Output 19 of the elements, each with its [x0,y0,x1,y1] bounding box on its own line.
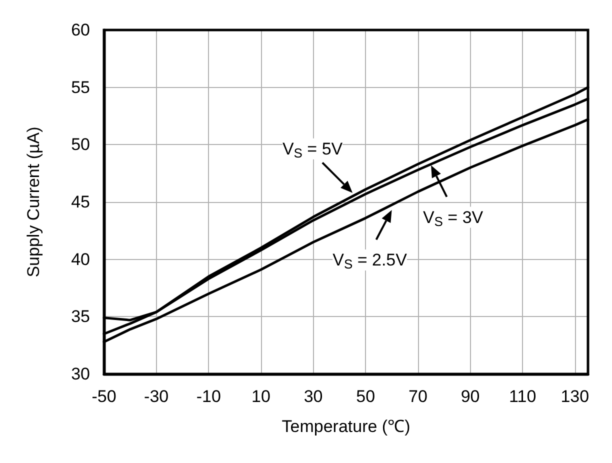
y-tick-label: 50 [71,135,90,154]
x-axis-title: Temperature (℃) [282,417,410,436]
y-tick-label: 30 [71,364,90,384]
x-tick-label: 70 [408,387,428,406]
x-tick-label: 90 [460,387,480,406]
x-tick-label: -50 [92,387,116,406]
x-tick-label: 30 [304,387,323,406]
y-tick-label: 35 [71,307,90,326]
y-tick-label: 45 [71,192,90,212]
y-tick-label: 40 [71,250,90,269]
x-tick-label: 50 [356,387,376,406]
x-tick-label: -30 [144,387,169,406]
x-tick-label: 130 [560,387,590,406]
y-axis-title: Supply Current (µA) [24,126,43,278]
y-tick-label: 55 [71,78,90,97]
x-tick-label: 110 [509,387,536,406]
x-tick-label: -10 [196,387,221,406]
x-tick-label: 10 [252,387,270,406]
y-tick-label: 60 [71,20,90,40]
